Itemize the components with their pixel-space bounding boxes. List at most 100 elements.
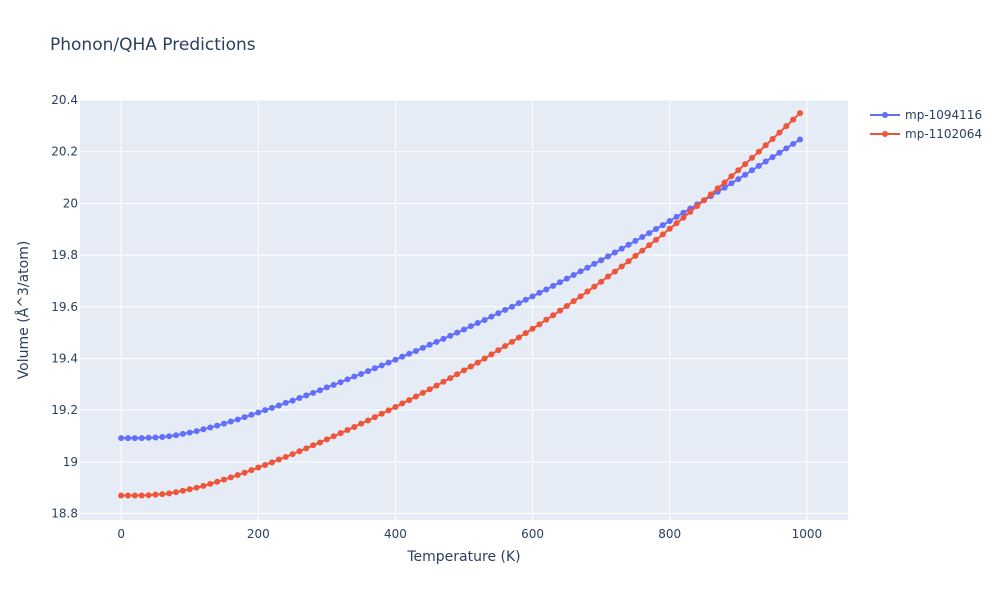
data-point[interactable] — [783, 145, 790, 152]
data-point[interactable] — [152, 434, 159, 441]
data-point[interactable] — [440, 378, 447, 385]
data-point[interactable] — [419, 389, 426, 396]
data-point[interactable] — [392, 356, 399, 363]
data-point[interactable] — [673, 213, 680, 220]
data-point[interactable] — [522, 296, 529, 303]
data-point[interactable] — [557, 307, 563, 314]
data-point[interactable] — [179, 430, 186, 437]
data-point[interactable] — [179, 487, 186, 494]
data-point[interactable] — [591, 260, 598, 267]
data-point[interactable] — [584, 264, 591, 271]
data-point[interactable] — [653, 236, 659, 243]
data-point[interactable] — [646, 230, 653, 237]
data-point[interactable] — [694, 202, 701, 209]
data-point[interactable] — [639, 247, 646, 254]
data-point[interactable] — [618, 245, 625, 252]
data-point[interactable] — [570, 271, 577, 278]
data-point[interactable] — [680, 209, 687, 216]
data-point[interactable] — [330, 381, 337, 388]
data-point[interactable] — [385, 359, 392, 366]
data-point[interactable] — [173, 432, 179, 439]
data-point[interactable] — [481, 316, 488, 323]
data-point[interactable] — [735, 176, 742, 183]
data-point[interactable] — [227, 474, 234, 481]
data-point[interactable] — [138, 492, 145, 499]
data-point[interactable] — [337, 379, 344, 386]
data-point[interactable] — [687, 208, 694, 215]
data-point[interactable] — [262, 461, 269, 468]
data-point[interactable] — [282, 453, 289, 460]
data-point[interactable] — [310, 442, 317, 449]
data-point[interactable] — [289, 397, 296, 404]
data-point[interactable] — [378, 410, 385, 417]
data-point[interactable] — [214, 422, 221, 429]
data-point[interactable] — [577, 293, 584, 300]
data-point[interactable] — [193, 484, 200, 491]
data-point[interactable] — [413, 393, 419, 400]
data-point[interactable] — [296, 395, 303, 402]
data-point[interactable] — [481, 355, 488, 362]
data-point[interactable] — [790, 116, 797, 123]
data-point[interactable] — [488, 351, 495, 358]
data-point[interactable] — [790, 140, 797, 147]
data-point[interactable] — [721, 184, 728, 191]
data-point[interactable] — [344, 427, 351, 434]
data-point[interactable] — [207, 480, 214, 487]
data-point[interactable] — [659, 231, 666, 238]
data-point[interactable] — [632, 252, 639, 259]
data-point[interactable] — [365, 417, 371, 424]
data-point[interactable] — [371, 365, 378, 372]
data-point[interactable] — [365, 368, 371, 375]
data-point[interactable] — [433, 338, 440, 345]
data-point[interactable] — [275, 402, 282, 409]
data-point[interactable] — [426, 386, 433, 393]
data-point[interactable] — [351, 423, 358, 430]
data-point[interactable] — [797, 136, 803, 143]
data-point[interactable] — [200, 482, 207, 489]
data-point[interactable] — [269, 404, 275, 411]
data-point[interactable] — [797, 110, 803, 117]
data-point[interactable] — [317, 439, 323, 446]
data-point[interactable] — [166, 490, 173, 497]
data-point[interactable] — [714, 185, 721, 192]
data-point[interactable] — [611, 268, 618, 275]
data-point[interactable] — [509, 338, 515, 345]
data-point[interactable] — [207, 424, 214, 431]
legend-item-series-2[interactable]: mp-1102064 — [870, 127, 982, 141]
data-point[interactable] — [152, 491, 159, 498]
data-point[interactable] — [289, 451, 296, 458]
data-point[interactable] — [159, 491, 166, 498]
data-point[interactable] — [563, 275, 570, 282]
data-point[interactable] — [248, 467, 255, 474]
data-point[interactable] — [598, 278, 605, 285]
data-point[interactable] — [262, 407, 269, 414]
data-point[interactable] — [221, 420, 227, 427]
data-point[interactable] — [769, 154, 776, 161]
data-point[interactable] — [227, 418, 234, 425]
data-point[interactable] — [728, 180, 735, 187]
data-point[interactable] — [454, 329, 461, 336]
data-point[interactable] — [762, 142, 769, 149]
data-point[interactable] — [598, 257, 605, 264]
data-point[interactable] — [337, 430, 344, 437]
data-point[interactable] — [173, 489, 179, 496]
data-point[interactable] — [735, 167, 742, 174]
data-point[interactable] — [461, 367, 467, 374]
data-point[interactable] — [495, 310, 502, 317]
data-point[interactable] — [426, 341, 433, 348]
data-point[interactable] — [749, 167, 755, 174]
data-point[interactable] — [454, 371, 461, 378]
data-point[interactable] — [755, 162, 762, 169]
data-point[interactable] — [385, 407, 392, 414]
data-point[interactable] — [125, 435, 131, 442]
data-point[interactable] — [749, 154, 755, 161]
data-point[interactable] — [529, 293, 536, 300]
data-point[interactable] — [488, 313, 495, 320]
data-point[interactable] — [241, 469, 248, 476]
data-point[interactable] — [474, 320, 481, 327]
data-point[interactable] — [371, 414, 378, 421]
data-point[interactable] — [255, 464, 262, 471]
data-point[interactable] — [783, 123, 790, 130]
data-point[interactable] — [118, 435, 125, 442]
data-point[interactable] — [186, 486, 193, 493]
